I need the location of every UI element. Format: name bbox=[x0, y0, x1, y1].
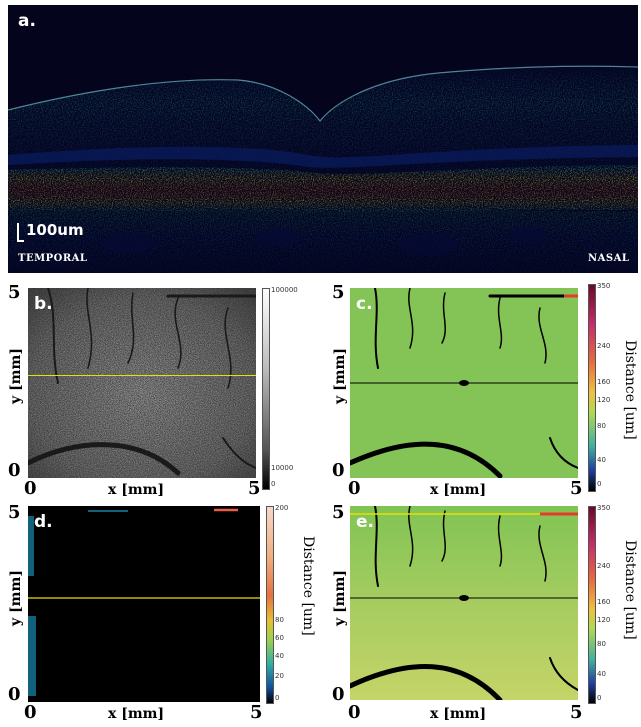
colorbar-tick-c-5: 40 bbox=[597, 456, 606, 464]
x-axis-title-c: x [mm] bbox=[430, 482, 487, 498]
y-axis-title-e: y [mm] bbox=[331, 570, 348, 626]
y-tick-bottom-b: 0 bbox=[8, 460, 21, 481]
panel-label-e: e. bbox=[356, 512, 374, 532]
colorbar-title-c: Distance [um] bbox=[622, 340, 638, 440]
colorbar-c bbox=[588, 284, 596, 492]
colorbar-tick-c-6: 0 bbox=[597, 480, 602, 488]
colorbar-tick-d-1: 80 bbox=[275, 616, 284, 624]
distance-map-d bbox=[28, 506, 260, 702]
colorbar-tick-c-4: 80 bbox=[597, 422, 606, 430]
x-axis-title-e: x [mm] bbox=[430, 706, 487, 722]
colorbar-tick-e-0: 350 bbox=[597, 504, 611, 512]
y-axis-title-c: y [mm] bbox=[331, 348, 348, 404]
y-tick-top-d: 5 bbox=[8, 502, 21, 523]
x-tick-right-b: 5 bbox=[248, 478, 261, 499]
colorbar-d bbox=[266, 506, 274, 704]
colorbar-b bbox=[262, 288, 270, 490]
colorbar-tick-b-1: 10000 bbox=[271, 464, 294, 472]
colorbar-tick-c-1: 240 bbox=[597, 342, 611, 350]
colorbar-tick-d-4: 20 bbox=[275, 672, 284, 680]
y-tick-bottom-e: 0 bbox=[332, 684, 345, 705]
oct-bscan-image bbox=[7, 5, 639, 273]
colorbar-tick-d-0: 200 bbox=[275, 504, 289, 512]
scale-bar-label: 100um bbox=[26, 221, 84, 239]
panel-d: d. 5 0 y [mm] 0 5 x [mm] 200 80 60 40 20… bbox=[0, 502, 320, 727]
x-tick-left-c: 0 bbox=[348, 478, 361, 499]
colorbar-tick-d-2: 60 bbox=[275, 634, 284, 642]
colorbar-e bbox=[588, 506, 596, 704]
panel-label-b: b. bbox=[34, 294, 53, 314]
x-tick-left-d: 0 bbox=[24, 702, 37, 723]
colorbar-tick-e-6: 0 bbox=[597, 694, 602, 702]
colorbar-tick-b-0: 100000 bbox=[271, 286, 298, 294]
nasal-label: NASAL bbox=[588, 253, 630, 264]
y-tick-top-c: 5 bbox=[332, 282, 345, 303]
colorbar-title-d: Distance [um] bbox=[300, 536, 316, 636]
y-axis-title-b: y [mm] bbox=[7, 348, 24, 404]
temporal-label: TEMPORAL bbox=[18, 253, 88, 264]
x-tick-right-c: 5 bbox=[570, 478, 583, 499]
x-tick-right-e: 5 bbox=[570, 702, 583, 723]
colorbar-tick-c-3: 120 bbox=[597, 396, 611, 404]
x-axis-title-d: x [mm] bbox=[108, 706, 165, 722]
panel-label-d: d. bbox=[34, 512, 53, 532]
colorbar-tick-e-2: 160 bbox=[597, 598, 611, 606]
x-tick-right-d: 5 bbox=[250, 702, 263, 723]
colorbar-tick-e-1: 240 bbox=[597, 562, 611, 570]
colorbar-tick-d-3: 40 bbox=[275, 652, 284, 660]
colorbar-tick-d-5: 0 bbox=[275, 694, 280, 702]
y-axis-title-d: y [mm] bbox=[7, 570, 24, 626]
panel-e: e. 5 0 y [mm] 0 5 x [mm] 350 240 160 120… bbox=[320, 502, 641, 727]
scan-line-b bbox=[28, 375, 256, 376]
panel-b: b. 5 0 y [mm] 0 5 x [mm] 100000 10000 0 bbox=[0, 280, 320, 502]
x-tick-left-e: 0 bbox=[348, 702, 361, 723]
scale-bar-icon bbox=[17, 223, 24, 242]
distance-map-c bbox=[350, 288, 578, 478]
oct-bscan-panel: a. 100um TEMPORAL NASAL bbox=[7, 5, 639, 273]
enface-intensity-image bbox=[28, 288, 256, 478]
colorbar-tick-e-5: 40 bbox=[597, 670, 606, 678]
colorbar-tick-b-2: 0 bbox=[271, 480, 276, 488]
colorbar-tick-c-0: 350 bbox=[597, 282, 611, 290]
y-tick-top-e: 5 bbox=[332, 502, 345, 523]
colorbar-tick-e-4: 80 bbox=[597, 640, 606, 648]
x-tick-left-b: 0 bbox=[24, 478, 37, 499]
panel-label-a: a. bbox=[18, 11, 36, 31]
colorbar-title-e: Distance [um] bbox=[622, 540, 638, 640]
y-tick-bottom-d: 0 bbox=[8, 684, 21, 705]
distance-map-e bbox=[350, 506, 578, 700]
panel-c: c. 5 0 y [mm] 0 5 x [mm] 350 240 160 120… bbox=[320, 280, 641, 502]
x-axis-title-b: x [mm] bbox=[108, 482, 165, 498]
y-tick-top-b: 5 bbox=[8, 282, 21, 303]
colorbar-tick-e-3: 120 bbox=[597, 616, 611, 624]
colorbar-tick-c-2: 160 bbox=[597, 378, 611, 386]
y-tick-bottom-c: 0 bbox=[332, 460, 345, 481]
panel-label-c: c. bbox=[356, 294, 373, 314]
